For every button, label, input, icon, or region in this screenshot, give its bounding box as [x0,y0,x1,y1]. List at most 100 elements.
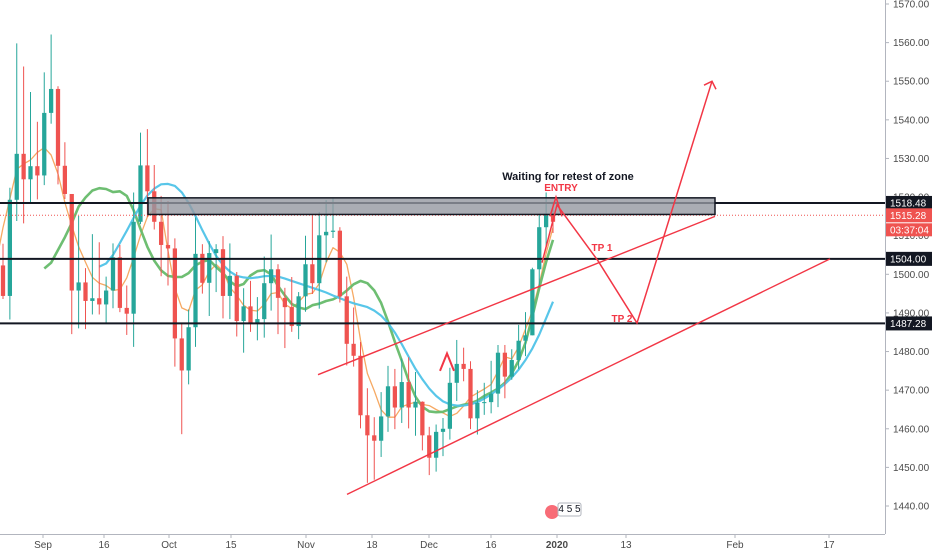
candle-body [213,249,219,254]
events-flag-icon [545,505,559,519]
x-tick-label: 17 [823,540,835,550]
candle-body [516,340,521,361]
candle-body [145,165,150,192]
candle-body [282,297,288,308]
candle-body [248,306,253,324]
candle-body [310,264,315,284]
candle-body [165,244,171,249]
x-tick-label: Sep [34,540,52,550]
candle-body [468,368,473,419]
tp2-price-tag-bg [886,316,932,331]
candle-body [158,221,164,245]
candle-body [530,269,535,336]
candle-body [138,165,143,222]
candle-body [372,435,377,441]
candle-body [124,307,129,314]
candle-body [509,360,514,377]
candle-body [537,227,542,270]
candle-body [14,153,19,200]
note-label: Waiting for retest of zone [502,171,634,183]
candle-body [262,283,267,320]
candle-body [234,275,239,322]
candle-body [495,352,501,394]
candle-body [28,166,33,180]
candles-layer [0,34,556,483]
countdown-tag-bg [886,223,932,237]
x-tick-label: 13 [620,540,632,550]
candle-body [337,230,343,297]
candle-body [7,199,13,296]
chevron-marker [439,350,455,372]
x-tick-label: Dec [420,540,438,550]
candle-body [378,416,384,441]
candle-body [454,363,459,383]
resistance-price-tag: 1518.48 [890,198,927,209]
last-price-tag-bg [886,208,932,223]
entry-marker [549,194,563,217]
resistance-price-tag-bg [886,195,932,210]
candle-body [344,296,349,344]
candle-body [475,402,480,419]
candle-body [117,257,123,308]
candle-body [35,166,40,176]
candle-body [392,386,398,408]
price-tags-layer: 1518.48 1515.28 03:37:04 1504.00 1487.28 [886,195,932,331]
y-tick-label: 1530.00 [893,154,930,165]
events-badge-label: 4 5 5 [558,504,581,515]
x-tick-label: 2020 [546,540,569,550]
tp2-price-tag: 1487.28 [890,319,927,330]
candle-body [186,327,191,371]
tp1-price-tag-bg [886,251,932,266]
candle-body [447,382,453,429]
channel-upper-line [317,215,716,376]
y-tick-label: 1490.00 [893,308,930,319]
y-tick-label: 1510.00 [893,231,930,242]
candle-body [275,269,281,298]
candle-body [427,435,432,458]
y-tick-label: 1570.00 [893,0,930,11]
x-tick-label: 18 [366,540,378,550]
candle-body [241,306,246,322]
x-tick-label: Feb [726,540,744,550]
y-tick-label: 1500.00 [893,270,930,281]
candle-body [227,275,233,296]
countdown-tag: 03:37:04 [890,225,929,236]
candle-body [440,428,446,432]
candle-body [21,153,26,180]
candle-body [83,282,88,301]
candle-body [413,401,418,408]
candle-body [76,282,81,291]
candle-body [0,265,6,296]
y-tick-label: 1550.00 [893,77,930,88]
supply-zone-box [147,197,716,216]
candle-body [433,431,439,458]
candle-body [358,355,363,416]
candle-body [268,269,274,284]
x-tick-label: 16 [98,540,110,550]
candle-body [62,165,68,194]
candle-body [330,230,336,232]
candle-body [110,257,116,291]
x-tick-label: Nov [297,540,315,550]
candle-body [97,298,102,305]
y-tick-label: 1480.00 [893,347,930,358]
projected-path-line [541,80,713,325]
last-price-tag: 1515.28 [890,211,927,222]
candle-body [103,290,109,305]
x-tick-label: Oct [161,540,177,550]
candle-body [55,88,61,166]
x-tick-label: 15 [225,540,237,550]
events-badge-box [557,502,582,517]
candle-body [200,253,205,283]
x-tick-label: 16 [485,540,497,550]
y-tick-label: 1460.00 [893,424,930,435]
channel-lower-line [346,258,831,496]
arrow-head [703,80,717,90]
candle-body [220,249,226,296]
candle-body [488,393,494,403]
candle-body [289,307,294,327]
